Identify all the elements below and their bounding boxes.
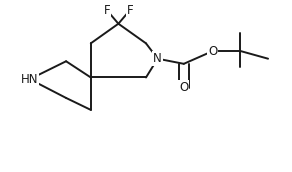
Text: F: F [127, 4, 133, 17]
Text: F: F [103, 4, 110, 17]
Text: N: N [153, 52, 162, 65]
Text: HN: HN [21, 73, 39, 86]
Text: O: O [208, 45, 218, 57]
Text: O: O [179, 81, 188, 94]
